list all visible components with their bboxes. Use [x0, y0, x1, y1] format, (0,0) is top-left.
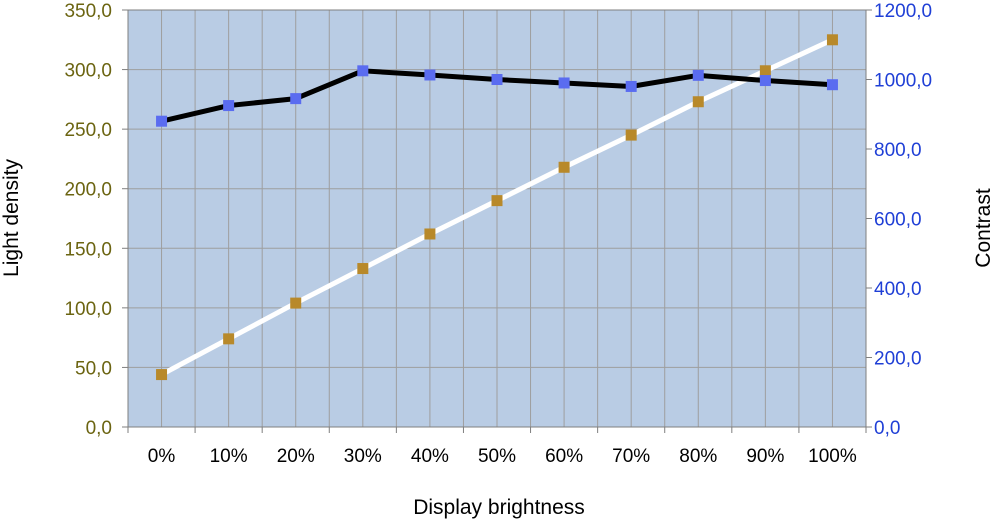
x-axis: 0% 10% 20% 30% 40% 50% 60% 70% 80% 90% 100% [127, 427, 867, 467]
x-tick-label: 100% [808, 446, 857, 467]
series-1-marker [223, 333, 235, 345]
series-2-marker [290, 93, 302, 105]
series-1-marker [424, 228, 436, 240]
series-2-marker [223, 100, 235, 112]
series-1-marker [759, 65, 771, 77]
right-tick-label: 1200,0 [874, 1, 932, 22]
x-tick-label: 50% [478, 446, 516, 467]
left-tick-label: 50,0 [75, 358, 112, 379]
right-tick-label: 1000,0 [874, 71, 932, 92]
y-left-axis-title: Light density [0, 159, 23, 277]
series-1-marker [156, 369, 168, 381]
series-2-marker [156, 115, 168, 127]
left-tick-label: 100,0 [64, 299, 112, 320]
x-tick-label: 90% [746, 446, 784, 467]
x-tick-label: 40% [411, 446, 449, 467]
series-1-marker [357, 263, 369, 275]
series-1-marker [290, 297, 302, 309]
series-1-marker [826, 34, 838, 46]
series-1-marker [625, 129, 637, 141]
left-tick-label: 200,0 [64, 180, 112, 201]
x-tick-label: 60% [545, 446, 583, 467]
series-2-marker [424, 69, 436, 81]
x-tick-label: 70% [612, 446, 650, 467]
left-tick-label: 350,0 [64, 1, 112, 22]
x-tick-label: 80% [679, 446, 717, 467]
x-tick-label: 0% [148, 446, 176, 467]
right-tick-label: 400,0 [874, 279, 922, 300]
right-y-axis: 0,0 200,0 400,0 600,0 800,0 1000,0 1200,0 [866, 1, 932, 439]
x-axis-title: Display brightness [413, 496, 585, 519]
x-tick-label: 10% [210, 446, 248, 467]
series-group [156, 34, 838, 381]
left-tick-label: 250,0 [64, 120, 112, 141]
right-tick-label: 600,0 [874, 210, 922, 231]
left-y-axis: 0,0 50,0 100,0 150,0 200,0 250,0 300,0 350,0 [64, 1, 128, 439]
series-2-marker [826, 79, 838, 91]
x-tick-label: 30% [344, 446, 382, 467]
series-2-marker [491, 74, 503, 85]
series-2-marker [692, 69, 704, 81]
right-tick-label: 200,0 [874, 349, 922, 370]
series-1-marker [692, 96, 704, 108]
series-2-marker [558, 77, 570, 89]
left-tick-label: 0,0 [86, 418, 112, 439]
left-tick-label: 150,0 [64, 239, 112, 260]
series-1-marker [558, 161, 570, 173]
right-tick-label: 800,0 [874, 140, 922, 161]
series-2-marker [759, 75, 771, 87]
right-tick-label: 0,0 [874, 418, 900, 439]
left-tick-label: 300,0 [64, 61, 112, 82]
series-1-marker [491, 195, 503, 207]
y-right-axis-title: Contrast [972, 188, 995, 268]
x-tick-label: 20% [277, 446, 315, 467]
series-2-marker [625, 80, 637, 92]
series-2-marker [357, 65, 369, 77]
